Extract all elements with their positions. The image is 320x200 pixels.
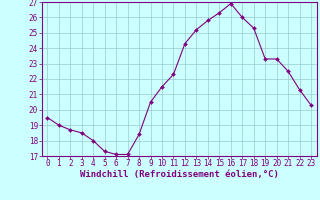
X-axis label: Windchill (Refroidissement éolien,°C): Windchill (Refroidissement éolien,°C) xyxy=(80,170,279,179)
